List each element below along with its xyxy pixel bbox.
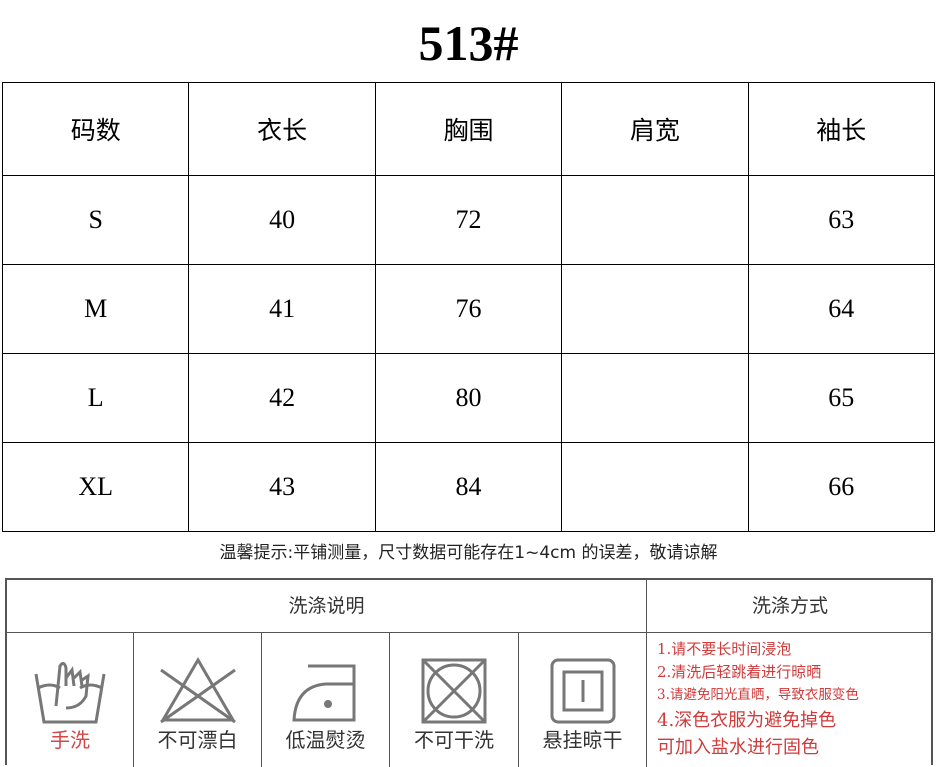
care-item-no-dry-clean: 不可干洗: [390, 632, 519, 767]
cell: 65: [747, 353, 936, 443]
cell: [561, 264, 749, 354]
care-item-hang-dry: 悬挂晾干: [519, 632, 647, 767]
cell: XL: [1, 442, 190, 532]
care-label: 不可漂白: [157, 728, 238, 752]
care-label: 悬挂晾干: [542, 728, 623, 752]
hang-dry-icon: [550, 658, 615, 724]
product-title: 513#: [418, 15, 519, 71]
cell: L: [1, 353, 190, 443]
header-cell: 衣长: [188, 82, 376, 176]
method-item: 2.清洗后轻跳着进行晾晒: [657, 663, 822, 681]
table-row: S 40 72 63: [1, 175, 936, 265]
method-item: 可加入盐水进行固色: [657, 737, 819, 758]
method-item: 1.请不要长时间浸泡: [657, 640, 792, 658]
care-label: 不可干洗: [414, 728, 494, 752]
table-row: XL 43 84 66: [1, 442, 936, 532]
cell: 40: [188, 175, 376, 265]
cell: 42: [188, 353, 376, 443]
table-row: M 41 76 64: [1, 264, 936, 354]
table-row: L 42 80 65: [1, 353, 936, 443]
instructions-header: 洗涤说明: [7, 580, 647, 633]
method-item: 4.深色衣服为避免掉色: [657, 710, 837, 731]
care-item-low-iron: 低温熨烫: [262, 632, 390, 767]
measurement-note: 温馨提示:平铺测量，尺寸数据可能存在1~4cm 的误差，敬请谅解: [219, 543, 718, 563]
low-iron-icon: [291, 664, 355, 722]
care-item-no-bleach: 不可漂白: [134, 632, 262, 767]
hand-wash-icon: [34, 661, 106, 724]
care-label: 手洗: [50, 728, 90, 752]
no-bleach-icon: [159, 657, 236, 724]
cell: [561, 353, 749, 443]
cell: 43: [188, 442, 376, 532]
cell: 64: [747, 264, 936, 354]
cell: M: [1, 264, 190, 354]
cell: 76: [374, 264, 563, 354]
no-dry-clean-icon: [421, 658, 487, 724]
care-item-hand-wash: 手洗: [7, 632, 134, 767]
method-item: 3.请避免阳光直晒，导致衣服变色: [657, 687, 859, 703]
cell: 84: [374, 442, 563, 532]
cell: [561, 175, 749, 265]
header-cell: 肩宽: [561, 82, 749, 176]
header-cell: 袖长: [747, 82, 936, 176]
care-table: 洗涤说明 洗涤方式 手洗 不可漂白 低温熨烫 不可干洗 悬挂晾干 1.请不要长时…: [5, 578, 933, 767]
header-cell: 胸围: [374, 82, 563, 176]
cell: S: [1, 175, 190, 265]
cell: 80: [374, 353, 563, 443]
cell: 41: [188, 264, 376, 354]
cell: 72: [374, 175, 563, 265]
size-table: 码数 衣长 胸围 肩宽 袖长 S 40 72 63 M 41 76 64 L 42 80 65 X…: [1, 82, 936, 532]
methods-header: 洗涤方式: [647, 580, 933, 633]
cell: [561, 442, 749, 532]
header-cell: 码数: [1, 82, 190, 176]
cell: 63: [747, 175, 936, 265]
cell: 66: [747, 442, 936, 532]
wash-methods-list: 1.请不要长时间浸泡 2.清洗后轻跳着进行晾晒 3.请避免阳光直晒，导致衣服变色…: [651, 632, 859, 761]
table-header-row: 码数 衣长 胸围 肩宽 袖长: [1, 82, 936, 176]
care-label: 低温熨烫: [285, 728, 366, 752]
